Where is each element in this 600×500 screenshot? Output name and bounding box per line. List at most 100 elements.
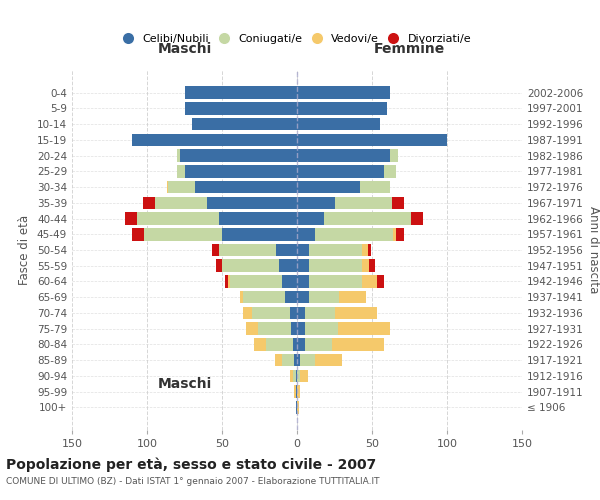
Bar xyxy=(185,86,297,99)
Bar xyxy=(309,275,361,288)
Bar xyxy=(297,322,305,335)
Bar xyxy=(315,228,393,240)
Bar xyxy=(392,196,404,209)
Bar xyxy=(293,338,297,350)
Bar xyxy=(243,291,285,304)
Bar xyxy=(305,338,331,350)
Bar xyxy=(297,196,335,209)
Bar xyxy=(243,306,252,319)
Bar xyxy=(384,165,396,177)
Bar xyxy=(219,212,297,225)
Bar xyxy=(143,196,155,209)
Bar xyxy=(207,196,297,209)
Bar xyxy=(168,181,195,194)
Bar xyxy=(177,150,180,162)
Bar xyxy=(297,134,447,146)
Bar xyxy=(279,260,297,272)
Bar xyxy=(360,181,390,194)
Bar xyxy=(297,244,309,256)
Bar xyxy=(294,354,297,366)
Bar xyxy=(337,322,390,335)
Bar xyxy=(282,354,294,366)
Bar xyxy=(361,244,367,256)
Bar xyxy=(144,228,222,240)
Bar xyxy=(225,275,228,288)
Bar xyxy=(335,196,392,209)
Bar xyxy=(377,275,384,288)
Bar xyxy=(297,291,309,304)
Bar xyxy=(297,338,305,350)
Bar xyxy=(212,244,219,256)
Bar xyxy=(132,228,144,240)
Bar xyxy=(125,212,137,225)
Bar xyxy=(331,338,384,350)
Bar xyxy=(254,338,265,350)
Bar xyxy=(305,322,337,335)
Bar xyxy=(297,354,300,366)
Bar xyxy=(180,150,297,162)
Bar xyxy=(195,181,297,194)
Bar xyxy=(297,102,387,115)
Bar xyxy=(300,354,315,366)
Bar xyxy=(297,86,390,99)
Bar xyxy=(293,370,296,382)
Text: Popolazione per età, sesso e stato civile - 2007: Popolazione per età, sesso e stato civil… xyxy=(6,458,376,472)
Bar xyxy=(390,150,398,162)
Bar xyxy=(290,306,297,319)
Bar xyxy=(228,275,229,288)
Bar xyxy=(297,386,300,398)
Bar xyxy=(297,150,390,162)
Bar xyxy=(309,244,361,256)
Bar xyxy=(297,181,360,194)
Bar xyxy=(177,165,185,177)
Bar xyxy=(297,260,309,272)
Bar xyxy=(185,102,297,115)
Bar xyxy=(246,322,258,335)
Bar xyxy=(361,260,369,272)
Bar xyxy=(185,165,297,177)
Text: COMUNE DI ULTIMO (BZ) - Dati ISTAT 1° gennaio 2007 - Elaborazione TUTTITALIA.IT: COMUNE DI ULTIMO (BZ) - Dati ISTAT 1° ge… xyxy=(6,478,380,486)
Bar xyxy=(265,338,293,350)
Bar xyxy=(297,275,309,288)
Text: Maschi: Maschi xyxy=(157,42,212,56)
Bar xyxy=(361,275,377,288)
Bar xyxy=(297,370,300,382)
Y-axis label: Fasce di età: Fasce di età xyxy=(19,215,31,285)
Bar xyxy=(240,291,243,304)
Legend: Celibi/Nubili, Coniugati/e, Vedovi/e, Divorziati/e: Celibi/Nubili, Coniugati/e, Vedovi/e, Di… xyxy=(118,29,476,48)
Bar xyxy=(294,386,296,398)
Bar xyxy=(315,354,342,366)
Bar xyxy=(297,306,305,319)
Text: Femmine: Femmine xyxy=(374,42,445,56)
Bar xyxy=(167,181,168,194)
Bar xyxy=(309,260,361,272)
Bar xyxy=(335,306,377,319)
Y-axis label: Anni di nascita: Anni di nascita xyxy=(587,206,600,294)
Bar xyxy=(252,306,290,319)
Bar xyxy=(300,370,308,382)
Bar xyxy=(296,386,297,398)
Bar xyxy=(297,118,380,130)
Bar xyxy=(219,244,276,256)
Bar xyxy=(309,291,339,304)
Bar xyxy=(290,370,293,382)
Bar xyxy=(137,212,219,225)
Bar xyxy=(297,165,384,177)
Bar xyxy=(367,244,371,256)
Bar xyxy=(324,212,411,225)
Bar xyxy=(396,228,404,240)
Bar xyxy=(297,401,299,413)
Bar xyxy=(222,228,297,240)
Bar xyxy=(305,306,335,319)
Bar xyxy=(296,370,297,382)
Bar xyxy=(216,260,222,272)
Bar xyxy=(276,244,297,256)
Bar xyxy=(393,228,396,240)
Bar xyxy=(285,291,297,304)
Bar xyxy=(282,275,297,288)
Bar xyxy=(275,354,282,366)
Bar xyxy=(291,322,297,335)
Bar xyxy=(155,196,207,209)
Bar xyxy=(296,401,297,413)
Bar xyxy=(339,291,366,304)
